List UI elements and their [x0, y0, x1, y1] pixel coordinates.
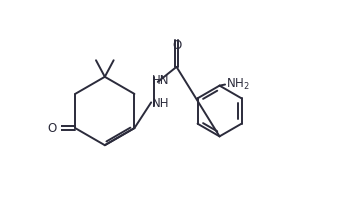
Text: NH$_2$: NH$_2$ [226, 77, 250, 92]
Text: O: O [48, 122, 57, 135]
Text: HN: HN [152, 74, 170, 87]
Text: NH: NH [152, 97, 170, 110]
Text: O: O [172, 39, 181, 52]
